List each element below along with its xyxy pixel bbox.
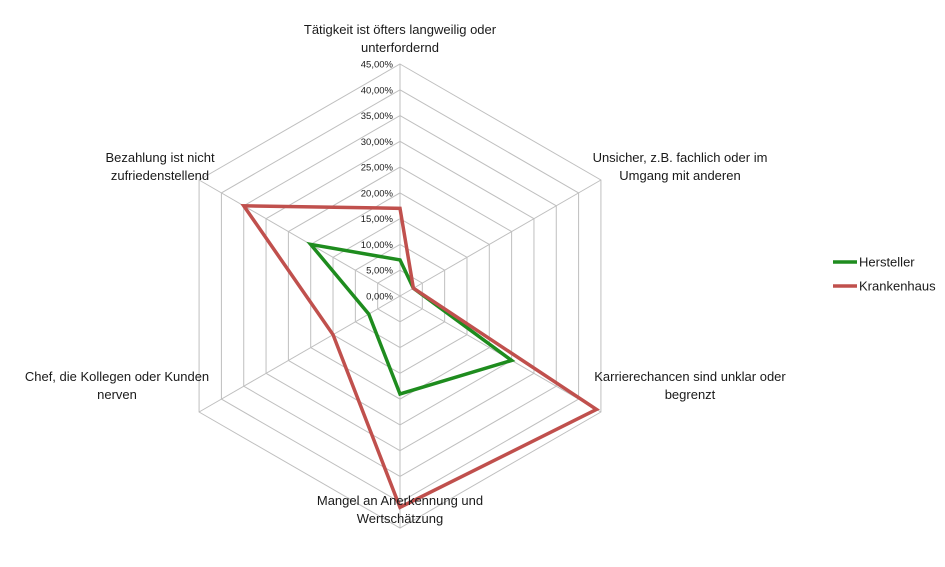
tick-label: 20,00% xyxy=(361,188,394,199)
tick-label: 5,00% xyxy=(366,266,393,277)
axis-label: Unsicher, z.B. fachlich oder im Umgang mi… xyxy=(593,150,768,183)
tick-label: 25,00% xyxy=(361,163,394,174)
axis-spoke xyxy=(399,179,602,297)
axis-spoke xyxy=(198,295,401,413)
legend: Hersteller Krankenhaus xyxy=(833,255,936,294)
tick-label: 10,00% xyxy=(361,240,394,251)
tick-label: 0,00% xyxy=(366,292,393,303)
axis-label: Mangel an Anerkennung und Wertschätzung xyxy=(317,493,483,526)
axis-label: Tätigkeit ist öfters langweilig oder unte… xyxy=(304,22,497,55)
radial-tick-labels: 0,00% 5,00% 10,00% 15,00% 20,00% 25,00% 30,00%… xyxy=(361,60,394,303)
axis-label: Bezahlung ist nicht zufriedenstellend xyxy=(105,150,215,183)
tick-label: 35,00% xyxy=(361,111,394,122)
axis-spoke xyxy=(198,179,401,297)
series-line-krankenhaus xyxy=(240,203,600,510)
tick-label: 30,00% xyxy=(361,137,394,148)
tick-label: 40,00% xyxy=(361,85,394,96)
tick-label: 15,00% xyxy=(361,214,394,225)
axis-labels: Tätigkeit ist öfters langweilig oder unte… xyxy=(25,22,787,526)
radar-spokes xyxy=(198,64,602,528)
axis-label: Karrierechancen sind unklar oder begrenzt xyxy=(594,369,786,402)
legend-label-krankenhaus: Krankenhaus xyxy=(859,279,936,294)
axis-label: Chef, die Kollegen oder Kunden nerven xyxy=(25,369,209,402)
tick-label: 45,00% xyxy=(361,60,394,71)
radar-series xyxy=(240,203,600,510)
legend-label-hersteller: Hersteller xyxy=(859,255,915,270)
